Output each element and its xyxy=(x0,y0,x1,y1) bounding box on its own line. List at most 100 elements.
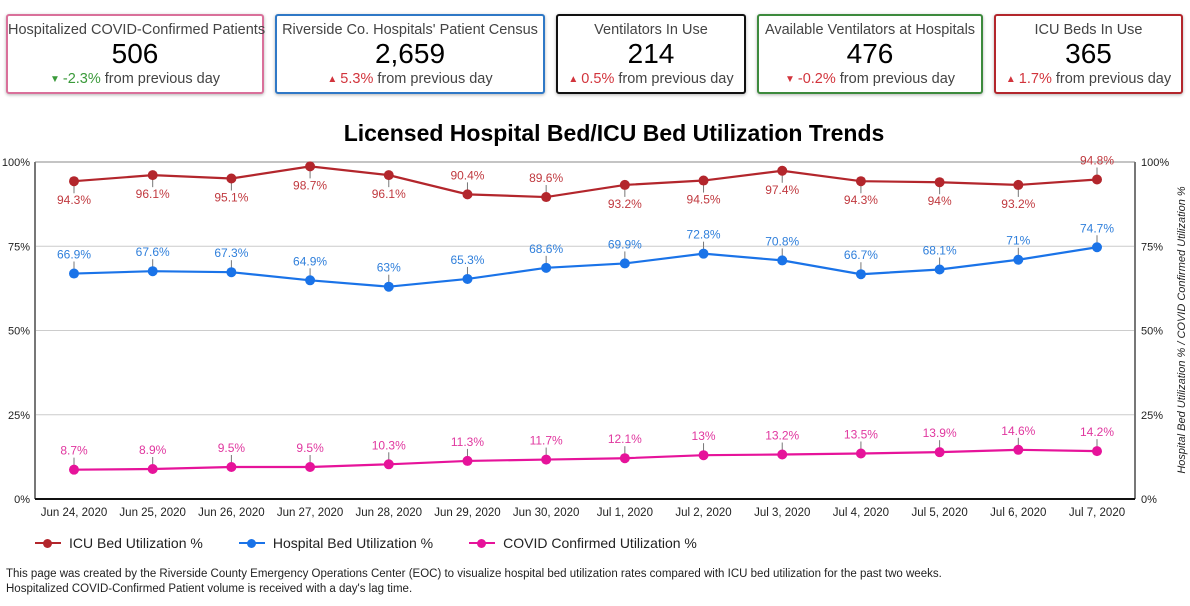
down-arrow-icon: ▼ xyxy=(784,74,795,85)
data-point xyxy=(226,173,237,184)
data-label: 93.2% xyxy=(608,197,642,211)
card-value: 214 xyxy=(627,38,675,69)
right-ytick-label: 75% xyxy=(1141,241,1163,253)
data-label: 14.2% xyxy=(1080,425,1114,439)
data-point xyxy=(777,449,788,460)
data-label: 90.4% xyxy=(450,168,484,182)
series-0: 94.3% 96.1% 95.1% 98.7% 96.1% 90.4% 89.6% 93.2%… xyxy=(57,154,1114,211)
chart-title: Licensed Hospital Bed/ICU Bed Utilizatio… xyxy=(343,120,885,146)
legend-swatch-icon xyxy=(238,536,265,550)
data-label: 13% xyxy=(692,429,716,443)
data-label: 12.1% xyxy=(608,432,642,446)
data-point xyxy=(462,273,473,284)
legend-item-icu[interactable]: ICU Bed Utilization % xyxy=(35,535,203,551)
footer-note: This page was created by the Riverside C… xyxy=(6,567,942,597)
card-title: ICU Beds In Use xyxy=(1034,22,1143,38)
data-label: 14.6% xyxy=(1001,424,1035,438)
data-point xyxy=(305,161,316,172)
card-value: 2,659 xyxy=(374,38,446,69)
card-delta: ▲ 5.3% from previous day xyxy=(277,71,543,87)
xtick-label: Jul 5, 2020 xyxy=(911,507,967,519)
left-ytick-label: 100% xyxy=(2,157,30,169)
card-delta: ▼ -0.2% from previous day xyxy=(759,71,981,87)
data-label: 94.8% xyxy=(1080,154,1114,168)
data-point xyxy=(777,255,788,266)
up-arrow-icon: ▲ xyxy=(568,74,579,85)
data-point xyxy=(1013,254,1024,265)
series-line xyxy=(73,246,1098,288)
data-point xyxy=(147,464,158,475)
data-label: 66.7% xyxy=(844,248,878,262)
up-arrow-icon: ▲ xyxy=(327,74,338,85)
data-point xyxy=(855,269,866,280)
data-label: 10.3% xyxy=(372,438,406,452)
card-title: Available Ventilators at Hospitals xyxy=(764,22,976,38)
kpi-card-ventilators-in-use[interactable]: Ventilators In Use 214 ▲ 0.5% from previo… xyxy=(556,14,746,94)
legend-item-covid[interactable]: COVID Confirmed Utilization % xyxy=(469,535,697,551)
delta-suffix: from previous day xyxy=(839,71,956,87)
data-label: 68.6% xyxy=(529,242,563,256)
data-point xyxy=(462,189,473,200)
right-ytick-label: 50% xyxy=(1141,326,1163,338)
footer-line-1: This page was created by the Riverside C… xyxy=(6,568,942,580)
xtick-label: Jun 29, 2020 xyxy=(434,507,501,519)
data-point xyxy=(462,455,473,466)
kpi-card-available-ventilators[interactable]: Available Ventilators at Hospitals 476 ▼… xyxy=(757,14,983,94)
data-point xyxy=(383,170,394,181)
kpi-card-hospitalized-covid[interactable]: Hospitalized COVID-Confirmed Patients 50… xyxy=(6,14,266,94)
data-label: 94% xyxy=(928,194,952,208)
delta-percent: -0.2% xyxy=(797,71,836,87)
footer-line-2: Hospitalized COVID-Confirmed Patient vol… xyxy=(6,583,413,595)
xtick-label: Jun 24, 2020 xyxy=(41,507,108,519)
data-label: 9.5% xyxy=(218,441,246,455)
card-title: Riverside Co. Hospitals' Patient Census xyxy=(282,22,538,38)
data-label: 94.5% xyxy=(687,193,721,207)
data-point xyxy=(305,275,316,286)
delta-suffix: from previous day xyxy=(618,71,734,87)
data-label: 66.9% xyxy=(57,248,91,262)
kpi-card-icu-beds-in-use[interactable]: ICU Beds In Use 365 ▲ 1.7% from previous … xyxy=(994,14,1183,94)
data-point xyxy=(226,461,237,472)
data-point xyxy=(934,447,945,458)
data-label: 11.7% xyxy=(530,434,563,448)
delta-percent: -2.3% xyxy=(62,71,101,87)
card-title: Hospitalized COVID-Confirmed Patients xyxy=(8,22,266,38)
legend-item-hospital[interactable]: Hospital Bed Utilization % xyxy=(238,535,433,551)
legend-label: ICU Bed Utilization % xyxy=(69,535,203,551)
kpi-card-patient-census[interactable]: Riverside Co. Hospitals' Patient Census … xyxy=(275,14,545,94)
data-label: 69.9% xyxy=(608,237,642,251)
data-point xyxy=(698,175,709,186)
card-delta: ▲ 1.7% from previous day xyxy=(996,71,1181,87)
data-point xyxy=(69,464,79,475)
data-label: 67.6% xyxy=(136,245,170,259)
legend-swatch-icon xyxy=(469,536,496,550)
data-label: 95.1% xyxy=(214,191,248,205)
data-point xyxy=(698,450,709,461)
data-point xyxy=(1013,179,1024,190)
data-point xyxy=(226,267,237,278)
card-value: 365 xyxy=(1065,38,1112,69)
legend-label: COVID Confirmed Utilization % xyxy=(503,535,697,551)
legend-swatch-icon xyxy=(35,536,61,550)
delta-suffix: from previous day xyxy=(377,71,493,87)
data-point xyxy=(541,454,552,465)
data-point xyxy=(69,176,79,187)
data-label: 70.8% xyxy=(765,234,799,248)
xtick-label: Jun 26, 2020 xyxy=(198,507,265,519)
left-ytick-label: 25% xyxy=(8,410,30,422)
left-ytick-label: 50% xyxy=(8,326,30,338)
data-label: 65.3% xyxy=(450,253,484,267)
series-2: 8.7% 8.9% 9.5% 9.5% 10.3% 11.3% 11.7% 12.1% 13% 1… xyxy=(60,424,1114,475)
xtick-label: Jun 28, 2020 xyxy=(356,507,423,519)
data-point xyxy=(934,264,945,275)
data-point xyxy=(855,448,866,459)
data-label: 68.1% xyxy=(923,244,957,258)
data-label: 71% xyxy=(1006,234,1030,248)
card-title: Ventilators In Use xyxy=(594,22,708,38)
data-label: 93.2% xyxy=(1001,197,1035,211)
xtick-label: Jul 7, 2020 xyxy=(1069,507,1125,519)
data-point xyxy=(383,459,394,470)
data-point xyxy=(69,268,79,279)
data-point xyxy=(541,192,552,203)
right-ytick-label: 100% xyxy=(1141,157,1169,169)
